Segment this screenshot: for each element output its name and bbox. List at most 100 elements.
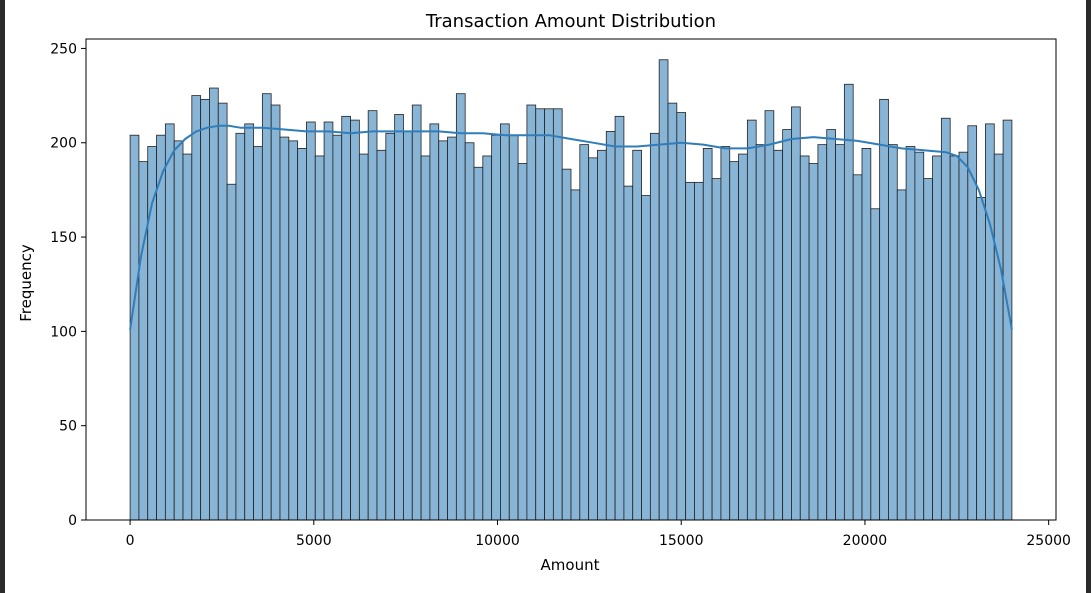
- histogram-bar: [843, 83, 854, 521]
- x-tick-label: 0: [126, 533, 135, 549]
- histogram-bar: [667, 102, 678, 521]
- histogram-bar: [235, 132, 246, 521]
- histogram-bar: [905, 146, 916, 521]
- histogram-bar: [279, 136, 290, 521]
- x-tick-label: 5000: [296, 533, 332, 549]
- histogram-bar: [896, 189, 907, 521]
- histogram-bar: [173, 140, 184, 521]
- histogram-bar: [826, 129, 836, 521]
- histogram-bar: [411, 104, 422, 521]
- histogram-bar: [332, 134, 343, 521]
- histogram-bar: [817, 144, 828, 521]
- histogram-bar: [632, 149, 642, 521]
- histogram-bar: [711, 178, 722, 521]
- histogram-bar: [367, 110, 378, 521]
- histogram-bar: [464, 142, 475, 521]
- histogram-bar: [561, 168, 572, 521]
- histogram-bar: [358, 153, 369, 521]
- histogram-bar: [164, 123, 175, 521]
- histogram-bar: [879, 98, 889, 521]
- histogram-bar: [209, 87, 219, 521]
- histogram-bar: [350, 119, 360, 521]
- x-tick-label: 20000: [843, 533, 888, 549]
- x-tick-label: 10000: [475, 533, 520, 549]
- histogram-bar: [949, 155, 960, 521]
- histogram-bar: [182, 153, 193, 521]
- histogram-bar: [685, 181, 695, 521]
- histogram-bar: [649, 132, 660, 521]
- y-tick-label: 0: [68, 513, 77, 529]
- histogram-bar: [341, 115, 351, 521]
- histogram-bar: [385, 132, 396, 521]
- histogram-bar: [746, 119, 757, 521]
- histogram-bar: [888, 144, 898, 521]
- histogram-bar: [491, 134, 501, 521]
- histogram-bar: [270, 104, 281, 521]
- histogram-bar: [191, 95, 202, 521]
- histogram-bar: [535, 108, 545, 521]
- histogram-bar: [588, 157, 598, 521]
- histogram-bar: [138, 161, 149, 521]
- histogram-bar: [702, 148, 713, 521]
- histogram-bar: [932, 155, 942, 521]
- histogram-bar: [429, 123, 440, 521]
- histogram-bar: [658, 59, 669, 521]
- histogram-bar: [914, 151, 925, 521]
- histogram-bar: [473, 166, 484, 521]
- chart-figure: Transaction Amount Distribution 0 5000 100…: [5, 0, 1086, 593]
- histogram-bar: [597, 149, 607, 521]
- histogram-bar: [403, 131, 413, 521]
- histogram-bar: [579, 144, 590, 521]
- histogram-bar: [420, 155, 431, 521]
- histogram-bar: [923, 178, 933, 521]
- histogram-bar: [552, 108, 563, 521]
- y-tick-label: 250: [50, 41, 77, 57]
- histogram-bar: [799, 155, 810, 521]
- histogram-bar: [500, 123, 510, 521]
- histogram-bar: [940, 117, 951, 521]
- histogram-bar: [773, 149, 784, 521]
- histogram-bar: [641, 195, 651, 521]
- histogram-bar: [217, 102, 228, 521]
- histogram-bar: [482, 155, 493, 521]
- y-tick-label: 50: [59, 419, 77, 435]
- histogram-bar: [985, 123, 995, 521]
- histogram-bar: [835, 144, 845, 521]
- histogram-bar: [376, 149, 387, 521]
- histogram-bar: [200, 98, 210, 521]
- histogram-bar: [623, 185, 634, 521]
- x-axis-label: Amount: [541, 556, 600, 574]
- histogram-bar: [738, 153, 748, 521]
- histogram-bar: [605, 131, 616, 521]
- histogram-bar: [544, 108, 554, 521]
- y-tick-label: 200: [50, 136, 77, 152]
- histogram-bar: [852, 174, 863, 521]
- histogram-bar: [244, 123, 254, 521]
- histogram-bar: [517, 163, 528, 521]
- histogram-bar: [394, 114, 404, 521]
- histogram-bar: [755, 144, 766, 521]
- histogram-bar: [993, 153, 1004, 521]
- histogram-bar: [508, 134, 519, 521]
- histogram-bar: [253, 146, 263, 521]
- histogram-bar: [729, 161, 739, 521]
- histogram-bar: [226, 183, 237, 521]
- plot-frame: [85, 38, 1057, 521]
- y-tick-label: 150: [50, 230, 77, 246]
- histogram-bar: [156, 134, 166, 521]
- histogram-bar: [570, 189, 581, 521]
- histogram-bar: [438, 140, 448, 521]
- histogram-bar: [808, 163, 819, 521]
- histogram-bar: [306, 121, 316, 521]
- histogram-bar: [261, 93, 272, 521]
- histogram-bar: [129, 134, 140, 521]
- y-axis-label: Frequency: [17, 244, 35, 322]
- histogram-chart: Transaction Amount Distribution 0 5000 100…: [17, 11, 1071, 574]
- histogram-bar: [288, 140, 299, 521]
- histogram-bar: [455, 93, 466, 521]
- x-tick-label: 25000: [1026, 533, 1071, 549]
- histogram-bar: [614, 115, 625, 521]
- histogram-bar: [526, 104, 537, 521]
- histogram-bar: [782, 129, 792, 521]
- histogram-bar: [976, 197, 986, 521]
